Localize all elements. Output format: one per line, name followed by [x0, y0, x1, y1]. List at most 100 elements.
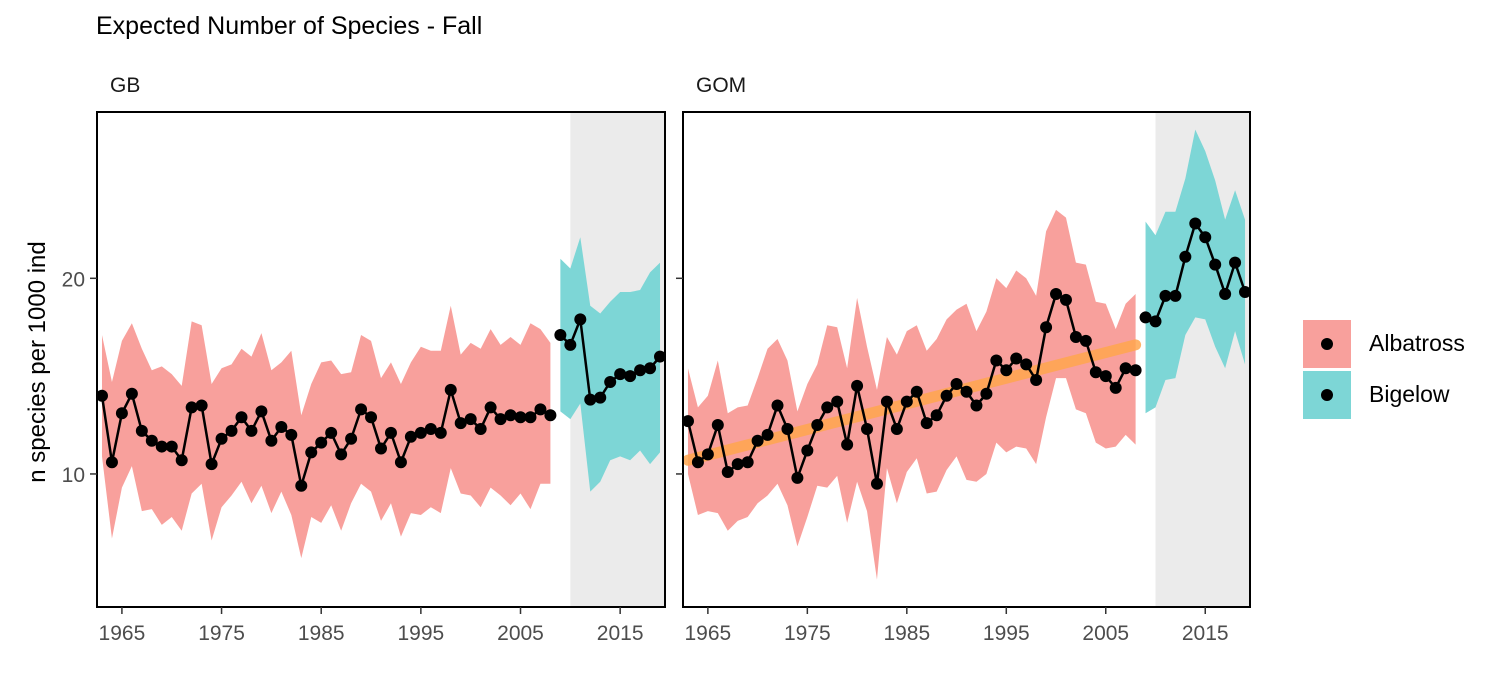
data-point-albatross-gom-1993 [980, 387, 993, 400]
data-point-albatross-gom-1967 [721, 466, 734, 478]
data-point-albatross-gom-1976 [811, 419, 824, 432]
data-point-albatross-gb-1974 [205, 458, 218, 471]
data-point-albatross-gb-1992 [384, 426, 397, 439]
data-point-bigelow-gb-2013 [594, 391, 607, 404]
x-tick-label-gom-1995: 1995 [983, 622, 1030, 645]
data-point-albatross-gb-1996 [424, 422, 437, 435]
data-point-albatross-gom-1982 [870, 477, 883, 490]
data-point-albatross-gom-2001 [1059, 293, 1072, 306]
data-point-bigelow-gb-2018 [644, 362, 657, 375]
ribbon-bigelow-gb [560, 237, 661, 492]
data-point-bigelow-gom-2016 [1209, 258, 1222, 271]
data-point-albatross-gb-2006 [524, 411, 537, 424]
data-point-bigelow-gb-2014 [604, 376, 617, 388]
data-point-albatross-gb-1985 [315, 436, 328, 449]
data-point-albatross-gom-1972 [771, 399, 784, 412]
panel-frame-gb [96, 111, 666, 608]
x-tick-label-gom-1965: 1965 [685, 622, 732, 645]
data-point-albatross-gom-1988 [930, 409, 943, 422]
data-point-bigelow-gom-2012 [1169, 289, 1182, 302]
legend-point-icon [1321, 337, 1333, 350]
data-point-albatross-gom-1971 [761, 428, 774, 441]
series-line-albatross-gb [100, 384, 552, 487]
data-point-albatross-gb-1963 [95, 389, 108, 402]
data-point-albatross-gom-2006 [1109, 381, 1122, 394]
data-point-albatross-gb-2005 [514, 411, 527, 424]
data-point-albatross-gom-1968 [731, 458, 744, 471]
data-point-bigelow-gb-2019 [654, 350, 667, 363]
data-point-albatross-gb-1999 [454, 417, 467, 430]
data-point-bigelow-gb-2009 [554, 329, 567, 342]
data-point-albatross-gom-1985 [900, 395, 913, 408]
legend-label-albatross: Albatross [1369, 330, 1465, 356]
x-tick-label-gom-2015: 2015 [1182, 622, 1229, 645]
data-point-albatross-gb-1998 [444, 383, 457, 396]
data-point-albatross-gb-1993 [394, 456, 407, 469]
data-point-bigelow-gom-2013 [1179, 250, 1192, 263]
data-point-albatross-gb-1968 [145, 434, 158, 447]
data-point-albatross-gb-1991 [375, 442, 387, 455]
data-point-albatross-gom-1990 [950, 377, 963, 390]
data-point-albatross-gb-1989 [355, 403, 368, 416]
data-point-albatross-gom-1963 [681, 415, 694, 428]
data-point-albatross-gb-1972 [185, 401, 198, 414]
data-point-albatross-gom-1964 [691, 456, 704, 469]
data-point-albatross-gb-2000 [464, 413, 477, 426]
data-point-albatross-gb-1976 [225, 424, 238, 437]
panel-label-gb: GB [110, 74, 141, 97]
data-point-albatross-gom-1997 [1020, 358, 1033, 371]
legend-point-icon [1321, 388, 1333, 401]
data-point-bigelow-gom-2017 [1219, 287, 1232, 300]
data-point-albatross-gb-2007 [534, 403, 547, 416]
panel-frame-gom [682, 111, 1251, 608]
data-point-albatross-gb-1969 [155, 440, 168, 453]
data-point-albatross-gb-1967 [135, 424, 148, 437]
data-point-albatross-gom-2002 [1069, 331, 1082, 343]
data-point-albatross-gom-2004 [1089, 366, 1102, 379]
data-point-albatross-gom-1996 [1010, 352, 1023, 365]
x-tick-label-gb-2015: 2015 [597, 622, 644, 645]
data-point-albatross-gb-1970 [165, 440, 178, 453]
data-point-albatross-gb-1980 [265, 434, 278, 447]
x-tick-label-gom-1985: 1985 [883, 622, 930, 645]
legend-key-bigelow [1303, 370, 1351, 419]
data-point-albatross-gb-1986 [325, 426, 338, 439]
panel-label-gom: GOM [696, 74, 747, 97]
data-point-albatross-gb-1965 [115, 407, 128, 420]
data-point-bigelow-gb-2010 [564, 338, 577, 351]
data-point-albatross-gb-1971 [175, 454, 188, 467]
data-point-bigelow-gom-2015 [1199, 231, 1212, 244]
data-point-bigelow-gom-2010 [1149, 315, 1162, 328]
data-point-albatross-gb-1978 [245, 424, 258, 437]
data-point-albatross-gom-1975 [801, 444, 814, 457]
x-tick-label-gb-2005: 2005 [497, 622, 544, 645]
data-point-albatross-gom-1986 [910, 385, 923, 398]
data-point-albatross-gom-1970 [751, 434, 764, 447]
data-point-albatross-gb-2008 [544, 409, 557, 422]
x-tick-label-gb-1995: 1995 [398, 622, 445, 645]
data-point-bigelow-gom-2011 [1159, 289, 1172, 302]
data-point-bigelow-gb-2012 [584, 393, 597, 406]
data-point-bigelow-gom-2014 [1189, 217, 1202, 230]
data-point-albatross-gb-1966 [125, 387, 138, 400]
data-point-albatross-gom-1980 [851, 379, 864, 392]
data-point-albatross-gom-1987 [920, 417, 933, 430]
x-tick-label-gom-2005: 2005 [1082, 622, 1129, 645]
y-tick-label-10: 10 [62, 464, 85, 487]
data-point-albatross-gom-1992 [970, 399, 983, 412]
data-point-albatross-gb-1987 [335, 448, 348, 461]
data-point-albatross-gom-1966 [711, 419, 724, 432]
data-point-albatross-gb-1975 [215, 432, 228, 445]
data-point-albatross-gom-1974 [791, 471, 804, 484]
legend-key-albatross [1303, 319, 1351, 368]
ribbon-bigelow-gom [1145, 129, 1246, 414]
data-point-bigelow-gom-2018 [1229, 256, 1242, 269]
data-point-bigelow-gb-2015 [614, 368, 627, 381]
data-point-albatross-gom-1981 [861, 422, 874, 435]
data-point-albatross-gom-1979 [841, 438, 854, 451]
data-point-albatross-gom-2007 [1119, 362, 1132, 375]
data-point-albatross-gb-1973 [195, 399, 208, 412]
data-point-bigelow-gb-2017 [634, 364, 647, 377]
data-point-albatross-gom-1994 [990, 354, 1003, 367]
